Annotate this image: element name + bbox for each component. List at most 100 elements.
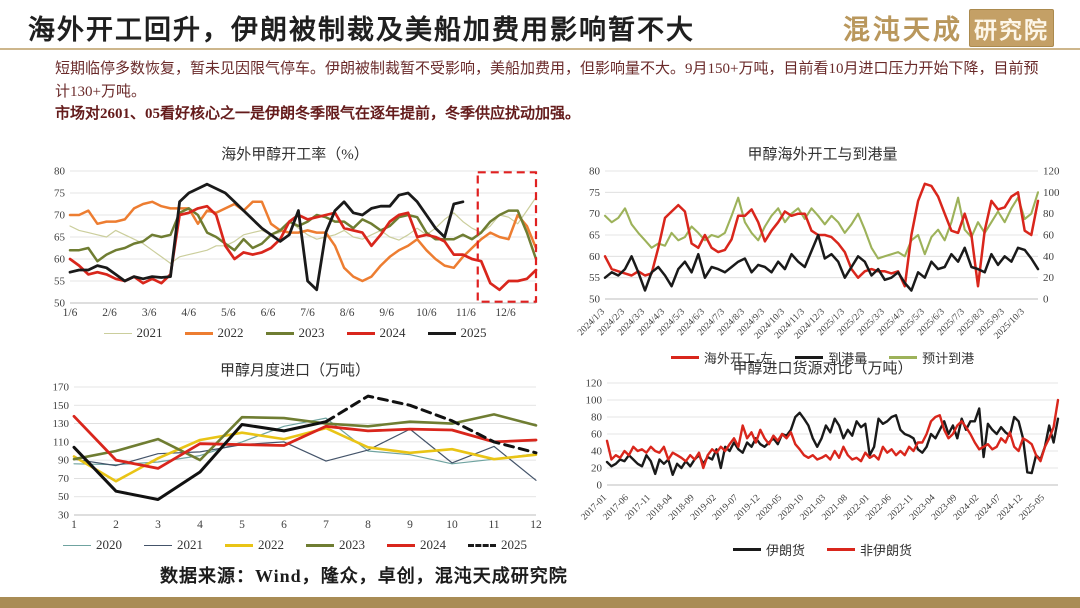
svg-text:80: 80 bbox=[589, 166, 601, 178]
svg-text:20: 20 bbox=[591, 463, 603, 475]
svg-text:80: 80 bbox=[54, 166, 66, 178]
svg-text:55: 55 bbox=[54, 276, 66, 288]
legend-item: 伊朗货 bbox=[732, 540, 805, 559]
svg-text:20: 20 bbox=[1043, 272, 1055, 284]
legend-label: 2025 bbox=[460, 325, 487, 340]
svg-text:50: 50 bbox=[54, 298, 66, 310]
svg-text:0: 0 bbox=[597, 480, 603, 492]
svg-text:60: 60 bbox=[54, 254, 66, 266]
svg-text:130: 130 bbox=[53, 418, 70, 430]
legend-label: 2023 bbox=[298, 325, 325, 340]
legend-swatch bbox=[427, 331, 456, 335]
svg-text:100: 100 bbox=[1043, 187, 1060, 199]
chart-title: 甲醇月度进口（万吨） bbox=[219, 363, 370, 379]
legend-label: 非伊朗货 bbox=[860, 542, 913, 558]
summary-block: 短期临停多数恢复，暂未见因限气停车。伊朗被制裁暂不受影响，美船加费用，但影响量不… bbox=[55, 58, 1045, 126]
title-underline bbox=[0, 48, 1080, 50]
svg-text:90: 90 bbox=[58, 455, 70, 467]
legend-label: 2022 bbox=[258, 537, 284, 552]
legend-swatch bbox=[103, 332, 132, 334]
legend-item: 2023 bbox=[306, 537, 365, 553]
svg-text:70: 70 bbox=[54, 210, 66, 222]
chart-import-source-comparison: 甲醇进口货源对比（万吨） 0 20 40 60 80 100 120 2017-01 2017-… bbox=[575, 360, 1070, 558]
line-chart-canvas: 505560657075800204060801001202024/1/3202… bbox=[576, 166, 1060, 342]
svg-text:50: 50 bbox=[589, 294, 601, 306]
legend-item: 2021 bbox=[144, 537, 203, 553]
legend-swatch bbox=[889, 355, 918, 359]
company-logo: 混沌天成 研究院 bbox=[843, 8, 1054, 47]
svg-text:65: 65 bbox=[54, 232, 66, 244]
legend-label: 2025 bbox=[501, 537, 527, 552]
legend-label: 2021 bbox=[177, 537, 203, 552]
svg-text:3: 3 bbox=[155, 519, 161, 531]
svg-text:2: 2 bbox=[113, 519, 119, 531]
chart-legend: 2021 2022 2023 2024 2025 bbox=[40, 324, 550, 342]
legend-swatch bbox=[670, 355, 699, 359]
legend-swatch bbox=[63, 544, 91, 546]
chart-title: 甲醇进口货源对比（万吨） bbox=[732, 361, 913, 377]
svg-text:1/6: 1/6 bbox=[63, 307, 78, 319]
legend-item: 2022 bbox=[225, 537, 284, 553]
svg-text:9: 9 bbox=[407, 519, 413, 531]
legend-label: 伊朗货 bbox=[765, 542, 805, 558]
summary-highlight: 市场对2601、05看好核心之一是伊朗冬季限气在逐年提前，冬季供应扰动加强。 bbox=[55, 106, 581, 122]
logo-badge: 研究院 bbox=[969, 8, 1054, 47]
page-title: 海外开工回升，伊朗被制裁及美船加费用影响暂不大 bbox=[28, 15, 695, 45]
svg-text:40: 40 bbox=[591, 446, 603, 458]
legend-item: 预计到港 bbox=[889, 348, 974, 367]
svg-text:55: 55 bbox=[589, 272, 601, 284]
chart-monthly-imports: 甲醇月度进口（万吨） 30 50 70 90 110 130 150 170 1 2 3 4 5 6 7 8 9… bbox=[40, 362, 550, 554]
svg-text:5: 5 bbox=[239, 519, 245, 531]
legend-swatch bbox=[795, 355, 824, 359]
legend-swatch bbox=[732, 547, 761, 551]
line-chart-canvas: 50 55 60 65 70 75 80 1/6 2/6 3/6 4/6 5/6 6/6 7/6 8/6 9/… bbox=[54, 166, 538, 319]
svg-text:11/6: 11/6 bbox=[456, 307, 476, 319]
svg-text:80: 80 bbox=[1043, 208, 1055, 220]
legend-item: 2022 bbox=[184, 325, 244, 341]
legend-item: 2024 bbox=[387, 537, 446, 553]
svg-text:120: 120 bbox=[1043, 166, 1060, 178]
legend-item: 2025 bbox=[427, 325, 487, 341]
data-source: 数据来源：Wind，隆众，卓创，混沌天成研究院 bbox=[160, 566, 568, 586]
svg-text:12: 12 bbox=[530, 519, 542, 531]
legend-label: 2024 bbox=[420, 537, 446, 552]
svg-text:6: 6 bbox=[281, 519, 287, 531]
legend-item: 2020 bbox=[63, 537, 122, 553]
svg-text:65: 65 bbox=[589, 230, 601, 242]
svg-text:0: 0 bbox=[1043, 294, 1049, 306]
svg-text:60: 60 bbox=[591, 429, 603, 441]
svg-text:4: 4 bbox=[197, 519, 203, 531]
legend-item: 非伊朗货 bbox=[827, 540, 912, 559]
svg-text:170: 170 bbox=[53, 382, 70, 394]
legend-swatch bbox=[265, 331, 294, 335]
legend-label: 预计到港 bbox=[922, 350, 975, 366]
legend-item: 2021 bbox=[103, 325, 163, 341]
legend-label: 2022 bbox=[217, 325, 244, 340]
legend-item: 2025 bbox=[468, 537, 527, 553]
svg-text:150: 150 bbox=[53, 400, 70, 412]
chart-legend: 2020 2021 2022 2023 2024 2025 bbox=[40, 536, 550, 554]
legend-swatch bbox=[387, 543, 415, 547]
svg-text:75: 75 bbox=[54, 188, 66, 200]
svg-text:40: 40 bbox=[1043, 251, 1055, 263]
svg-text:6/6: 6/6 bbox=[261, 307, 276, 319]
svg-text:2/6: 2/6 bbox=[102, 307, 117, 319]
legend-label: 2020 bbox=[96, 537, 122, 552]
svg-text:80: 80 bbox=[591, 412, 603, 424]
chart-legend: 伊朗货 非伊朗货 bbox=[575, 540, 1070, 558]
legend-item: 2024 bbox=[346, 325, 406, 341]
svg-text:8/6: 8/6 bbox=[340, 307, 355, 319]
svg-text:10/6: 10/6 bbox=[416, 307, 437, 319]
svg-text:9/6: 9/6 bbox=[379, 307, 394, 319]
legend-label: 2024 bbox=[379, 325, 406, 340]
legend-swatch bbox=[144, 544, 172, 546]
line-chart-canvas: 0204060801001202017-012017-062017-112018… bbox=[580, 379, 1060, 523]
chart-title: 甲醇海外开工与到港量 bbox=[747, 147, 898, 163]
legend-label: 2023 bbox=[339, 537, 365, 552]
legend-swatch bbox=[184, 331, 213, 335]
legend-swatch bbox=[468, 543, 496, 547]
svg-text:120: 120 bbox=[586, 379, 603, 390]
svg-text:7/6: 7/6 bbox=[300, 307, 315, 319]
